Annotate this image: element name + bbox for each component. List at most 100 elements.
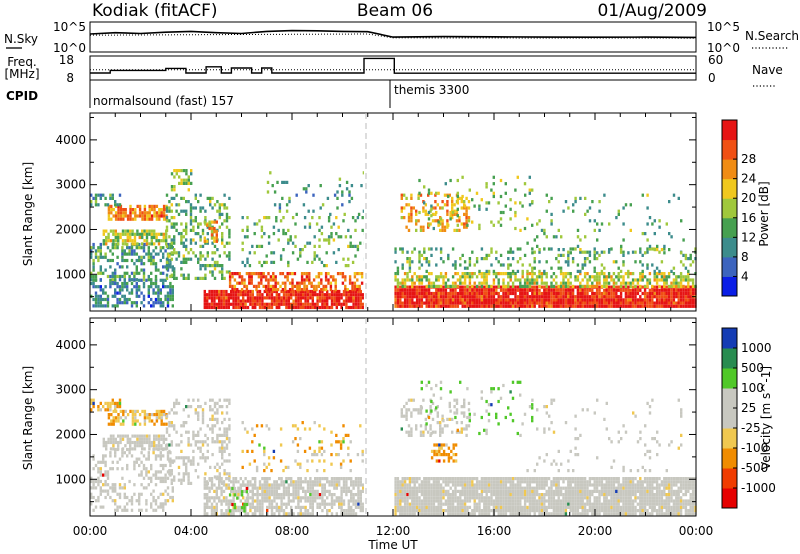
data-cell — [408, 505, 412, 509]
data-cell — [111, 274, 114, 279]
data-cell — [185, 469, 188, 473]
data-cell — [401, 288, 404, 292]
data-cell — [358, 288, 361, 292]
data-cell — [141, 447, 144, 451]
data-cell — [180, 478, 183, 482]
data-cell — [210, 233, 214, 237]
data-cell — [521, 288, 524, 292]
data-cell — [665, 281, 668, 285]
data-cell — [143, 447, 146, 451]
data-cell — [290, 289, 293, 294]
data-cell — [157, 440, 161, 445]
data-cell — [646, 278, 649, 282]
data-cell — [130, 252, 134, 256]
data-cell — [420, 295, 424, 299]
data-cell — [550, 275, 553, 279]
data-cell — [152, 451, 155, 455]
data-cell — [456, 178, 459, 183]
data-cell — [231, 288, 234, 292]
data-cell — [171, 486, 174, 490]
data-cell — [432, 304, 436, 308]
data-cell — [337, 248, 340, 252]
data-cell — [338, 477, 341, 481]
data-cell — [663, 281, 666, 285]
data-cell — [92, 297, 95, 302]
data-cell — [435, 191, 438, 195]
data-cell — [227, 509, 230, 513]
data-cell — [627, 269, 630, 273]
data-cell — [208, 220, 211, 224]
data-cell — [268, 505, 271, 509]
data-cell — [211, 206, 214, 210]
data-cell — [593, 269, 596, 273]
data-cell — [216, 433, 219, 437]
data-cell — [323, 469, 326, 473]
data-cell — [97, 255, 100, 259]
data-cell — [119, 208, 123, 212]
data-cell — [636, 285, 640, 289]
data-cell — [148, 204, 151, 208]
data-cell — [228, 398, 231, 402]
data-cell — [201, 456, 205, 460]
data-cell — [406, 272, 409, 276]
data-cell — [246, 493, 250, 497]
data-cell — [342, 437, 345, 441]
data-cell — [233, 284, 237, 288]
data-cell — [478, 269, 481, 273]
data-cell — [321, 296, 324, 300]
data-cell — [327, 278, 330, 282]
data-cell — [225, 270, 229, 274]
data-cell — [394, 502, 397, 506]
data-cell — [134, 422, 137, 426]
data-cell — [507, 266, 510, 270]
data-cell — [206, 264, 209, 268]
data-cell — [399, 483, 402, 487]
data-cell — [485, 278, 488, 282]
data-cell — [251, 440, 254, 444]
data-cell — [275, 302, 278, 306]
data-cell — [112, 232, 115, 236]
data-cell — [245, 490, 249, 494]
data-cell — [330, 305, 334, 310]
data-cell — [114, 408, 117, 412]
data-cell — [675, 295, 678, 299]
data-cell — [185, 248, 188, 252]
data-cell — [359, 505, 362, 509]
data-cell — [463, 304, 467, 308]
data-cell — [92, 274, 95, 279]
data-cell — [211, 427, 214, 431]
data-cell — [329, 212, 332, 216]
data-cell — [273, 512, 276, 516]
data-cell — [272, 449, 276, 453]
data-cell — [427, 263, 431, 267]
data-cell — [285, 180, 289, 184]
data-cell — [141, 409, 144, 413]
data-cell — [173, 216, 176, 220]
data-cell — [299, 293, 302, 297]
data-cell — [112, 447, 115, 451]
data-cell — [446, 212, 449, 216]
data-cell — [441, 222, 444, 226]
data-cell — [403, 298, 407, 302]
data-cell — [213, 293, 216, 297]
data-cell — [413, 493, 416, 497]
data-cell — [471, 284, 474, 288]
data-cell — [97, 258, 100, 263]
data-cell — [169, 252, 172, 256]
data-cell — [155, 413, 159, 417]
data-cell — [97, 246, 100, 250]
data-cell — [273, 190, 277, 194]
data-cell — [106, 258, 110, 263]
data-cell — [297, 496, 300, 500]
data-cell — [342, 459, 345, 463]
data-cell — [526, 278, 529, 282]
data-cell — [267, 427, 271, 431]
data-cell — [330, 502, 334, 506]
data-cell — [415, 509, 419, 513]
data-cell — [406, 486, 409, 490]
data-cell — [269, 288, 273, 292]
data-cell — [359, 293, 362, 297]
data-cell — [413, 301, 416, 305]
data-cell — [454, 295, 457, 299]
data-cell — [341, 275, 345, 279]
